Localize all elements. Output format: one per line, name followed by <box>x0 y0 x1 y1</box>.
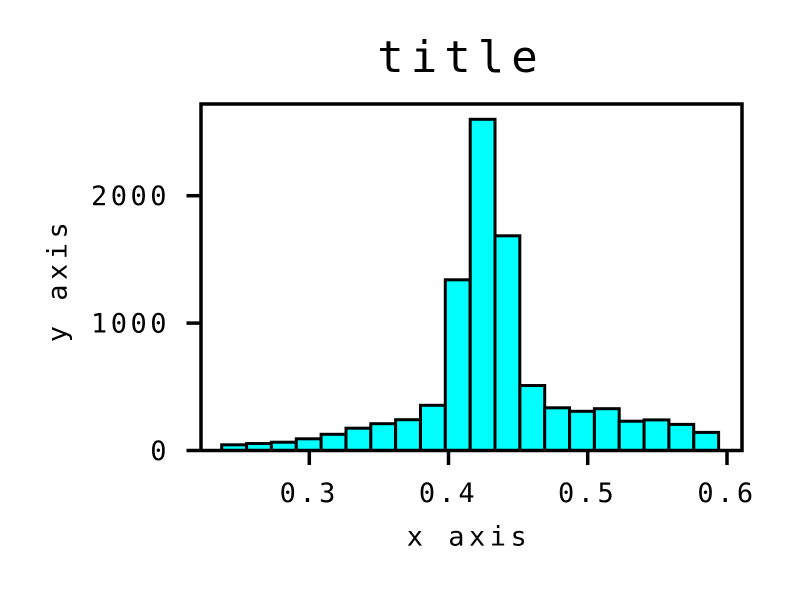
histogram-bar <box>568 409 596 452</box>
histogram-bar <box>369 422 398 453</box>
histogram-bar <box>617 419 646 453</box>
histogram-bar <box>667 422 696 452</box>
y-tick-label: 1000 <box>91 309 170 340</box>
histogram-bar <box>493 234 522 452</box>
histogram-bar <box>642 418 671 452</box>
histogram-bar <box>319 432 348 452</box>
histogram-bar <box>419 403 447 452</box>
histogram-bar <box>443 278 472 452</box>
y-tick-label: 0 <box>150 436 170 467</box>
histogram-bar <box>543 406 572 452</box>
histogram-bar <box>592 407 621 453</box>
histogram-bar <box>692 430 721 452</box>
x-tick-label: 0.4 <box>419 478 478 509</box>
x-tick-label: 0.3 <box>280 478 339 509</box>
histogram-bar <box>294 437 323 452</box>
histogram-bar <box>518 384 547 452</box>
x-axis-label: x axis <box>406 521 532 553</box>
y-tick-label: 2000 <box>91 181 170 212</box>
x-tick-label: 0.5 <box>558 478 617 509</box>
x-tick-label: 0.6 <box>697 478 756 509</box>
chart-title: title <box>377 32 545 83</box>
plot-border <box>199 102 744 453</box>
histogram-bar <box>394 418 422 453</box>
histogram-bar <box>344 426 373 453</box>
histogram-bar <box>468 117 497 453</box>
